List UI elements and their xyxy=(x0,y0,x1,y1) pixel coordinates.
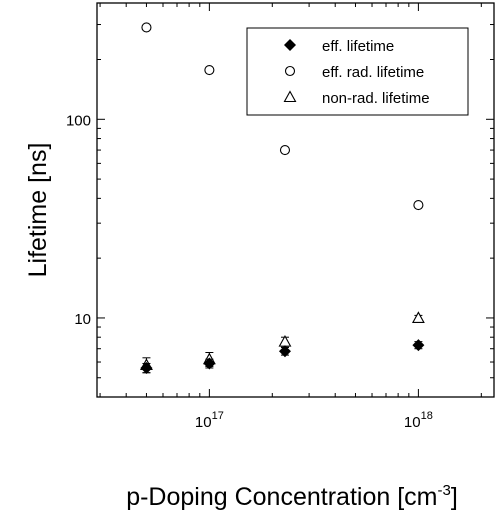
x-axis-label: p-Doping Concentration [cm-3] xyxy=(126,482,458,511)
legend-label: non-rad. lifetime xyxy=(322,90,430,107)
x-axis-label-suffix: ] xyxy=(451,483,458,511)
plot-frame xyxy=(96,2,495,398)
x-tick-label: 1018 xyxy=(404,410,433,431)
data-point xyxy=(141,22,152,33)
data-point xyxy=(411,311,425,323)
x-axis-label-main: p-Doping Concentration [cm xyxy=(126,483,437,511)
data-point xyxy=(279,145,291,156)
legend-marker xyxy=(283,90,297,103)
legend-label: eff. rad. lifetime xyxy=(322,64,424,81)
series-0 xyxy=(140,339,425,374)
y-tick-label: 100 xyxy=(66,112,91,129)
data-point xyxy=(412,339,425,352)
legend-marker xyxy=(284,39,296,51)
legend-marker xyxy=(284,65,296,77)
legend: eff. lifetime eff. rad. lifetime non-rad. … xyxy=(246,27,469,116)
legend-box xyxy=(246,27,469,116)
x-axis-label-exponent: -3 xyxy=(437,482,450,499)
data-point xyxy=(203,357,216,370)
data-point xyxy=(413,200,424,211)
data-point xyxy=(204,64,215,76)
legend-label: eff. lifetime xyxy=(322,38,394,55)
series-2 xyxy=(140,311,425,374)
data-point xyxy=(140,361,153,374)
data-point xyxy=(278,345,291,358)
x-tick-label: 1017 xyxy=(195,410,224,431)
y-axis-label: Lifetime [ns] xyxy=(24,143,52,278)
series-1 xyxy=(141,22,424,211)
y-tick-label: 10 xyxy=(74,311,91,328)
